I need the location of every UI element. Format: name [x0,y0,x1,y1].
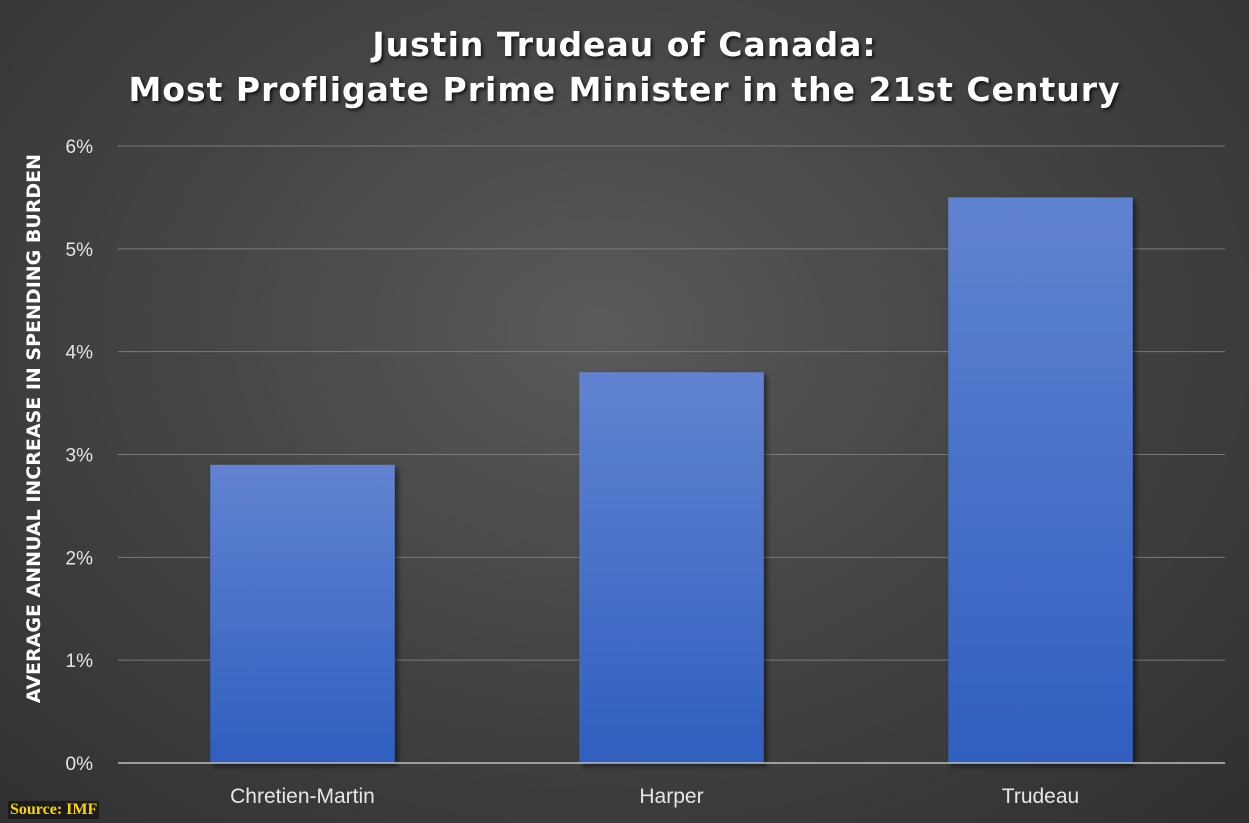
source-note: Source: IMF [8,801,100,819]
bar-trudeau [948,197,1133,763]
y-tick-label: 0% [66,754,94,775]
y-tick-label: 6% [66,137,94,158]
x-tick-label: Trudeau [1002,785,1079,808]
y-axis-label: AVERAGE ANNUAL INCREASE IN SPENDING BURD… [23,154,45,703]
y-tick-label: 4% [66,343,94,364]
bar-harper [579,372,764,763]
y-tick-label: 1% [66,651,94,672]
y-axis-ticks: 0% 1% 2% 3% 4% 5% 6% [66,137,94,775]
y-tick-label: 3% [66,446,94,467]
x-tick-label: Harper [639,785,703,808]
bars [210,197,1133,763]
y-tick-label: 2% [66,548,94,569]
chart-title-line: Justin Trudeau of Canada: [372,25,877,64]
chart-subtitle-line: Most Profligate Prime Minister in the 21… [128,70,1121,109]
x-tick-label: Chretien-Martin [230,785,375,808]
x-axis-ticks: Chretien-Martin Harper Trudeau [230,785,1079,808]
bar-chretien-martin [210,464,395,763]
y-tick-label: 5% [66,240,94,261]
chart-title: Justin Trudeau of Canada: Most Profligat… [0,22,1249,112]
